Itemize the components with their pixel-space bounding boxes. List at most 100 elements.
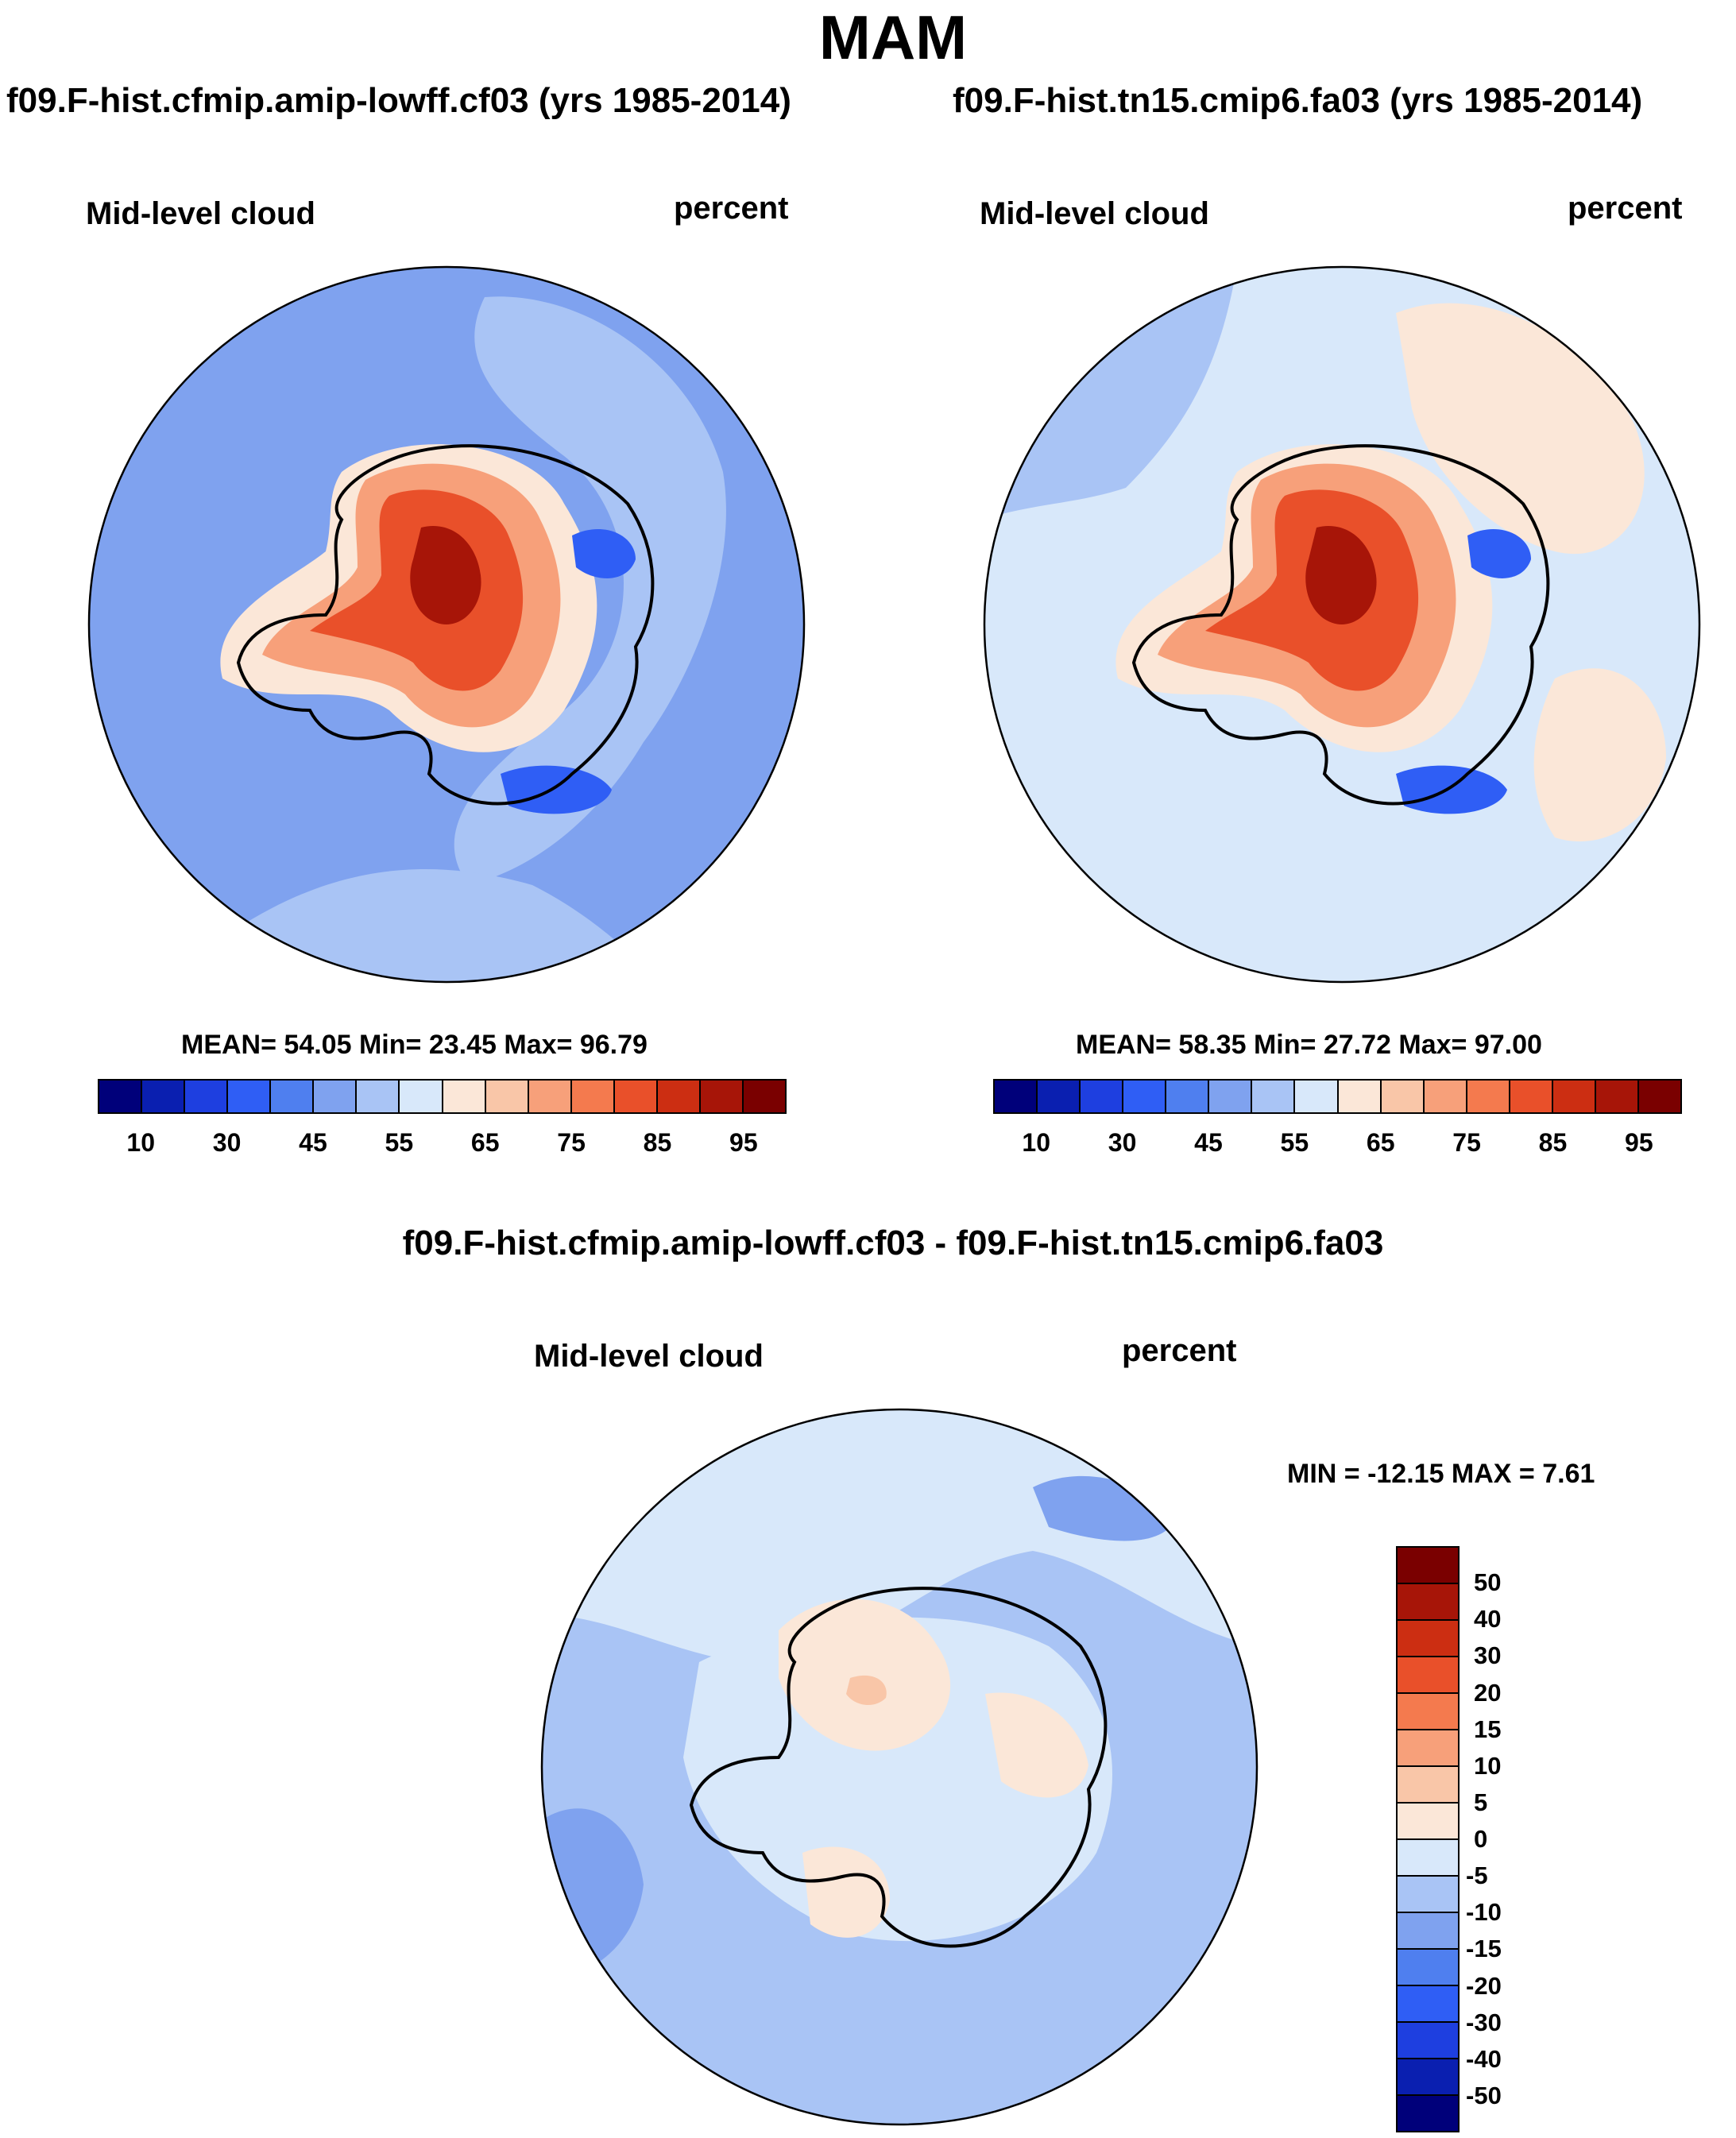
panel2-stats: MEAN= 58.35 Min= 27.72 Max= 97.00	[1076, 1030, 1542, 1061]
colorbar-swatch	[1552, 1081, 1596, 1112]
panel1-light-region-south	[230, 869, 659, 982]
panel1-max-label: Max=	[504, 1030, 573, 1060]
colorbar-tick-label: 45	[299, 1128, 327, 1157]
panel1-max-value: 96.79	[579, 1030, 648, 1060]
panel3-positive-region-2	[985, 1692, 1088, 1798]
colorbar-swatch	[1398, 1730, 1458, 1767]
colorbar-swatch	[614, 1081, 658, 1112]
colorbar-swatch	[1398, 2023, 1458, 2059]
colorbar-tick-label: 10	[1474, 1751, 1502, 1780]
colorbar-swatch	[657, 1081, 701, 1112]
colorbar-swatch	[1398, 2059, 1458, 2096]
colorbar-tick-label: -30	[1466, 2008, 1502, 2036]
colorbar-swatch	[1081, 1081, 1124, 1112]
panel2-warm-region-ne	[1396, 303, 1645, 555]
panel1-antarctica-coastline	[236, 444, 655, 806]
panel1-cloud-peak-region	[410, 526, 481, 624]
colorbar-tick-label: 40	[1474, 1605, 1502, 1633]
panel1-variable-label: Mid-level cloud	[86, 196, 315, 231]
colorbar-tick-label: -5	[1466, 1862, 1488, 1890]
colorbar-swatch	[528, 1081, 572, 1112]
colorbar-tick-label: 55	[1280, 1128, 1309, 1157]
panel2-min-label: Min=	[1253, 1030, 1316, 1060]
colorbar-swatch	[1209, 1081, 1253, 1112]
colorbar-tick-label: 85	[1538, 1128, 1568, 1157]
colorbar-swatch	[1252, 1081, 1296, 1112]
colorbar-swatch	[1398, 1694, 1458, 1730]
panel3-light-north-region	[542, 1409, 1257, 1663]
colorbar-swatch	[99, 1081, 143, 1112]
colorbar-tick-label: 65	[1366, 1128, 1395, 1157]
colorbar-swatch	[1398, 1804, 1458, 1840]
colorbar-tick-label: 10	[1022, 1128, 1050, 1157]
colorbar-swatch	[1398, 1877, 1458, 1913]
colorbar-swatch	[1398, 1548, 1458, 1584]
colorbar-swatch	[1398, 1657, 1458, 1694]
colorbar-swatch	[1398, 1950, 1458, 1986]
panel2-max-value: 97.00	[1474, 1030, 1542, 1060]
colorbar-swatch	[1638, 1081, 1680, 1112]
colorbar-tick-label: 0	[1474, 1825, 1488, 1853]
colorbar-swatch	[185, 1081, 229, 1112]
panel2-low-cloud-south	[1396, 765, 1507, 814]
colorbar-tick-label: -40	[1466, 2044, 1502, 2073]
colorbar-tick-label: 30	[1108, 1128, 1137, 1157]
colorbar-tick-label: 10	[126, 1128, 155, 1157]
colorbar-tick-label: 85	[643, 1128, 672, 1157]
panel2-map	[983, 265, 1701, 984]
colorbar-tick-label: 95	[1625, 1128, 1653, 1157]
colorbar-tick-label: 50	[1474, 1568, 1502, 1597]
panel3-title: f09.F-hist.cfmip.amip-lowff.cf03 - f09.F…	[402, 1224, 1384, 1262]
panel2-title: f09.F-hist.tn15.cmip6.fa03 (yrs 1985-201…	[953, 81, 1643, 120]
panel2-variable-label: Mid-level cloud	[980, 196, 1209, 231]
figure-title: MAM	[818, 2, 968, 72]
colorbar-swatch	[400, 1081, 443, 1112]
panel1-mean-label: MEAN=	[181, 1030, 276, 1060]
colorbar-swatch	[1398, 1986, 1458, 2023]
colorbar-swatch	[1381, 1081, 1425, 1112]
panel1-stats: MEAN= 54.05 Min= 23.45 Max= 96.79	[181, 1030, 648, 1061]
panel2-mean-value: 58.35	[1178, 1030, 1247, 1060]
colorbar-tick-label: 30	[212, 1128, 242, 1157]
panel3-map	[540, 1408, 1259, 2126]
colorbar-swatch	[1398, 1913, 1458, 1950]
colorbar-swatch	[1595, 1081, 1639, 1112]
panel3-positive-peak	[846, 1675, 887, 1706]
panel1-map	[87, 265, 806, 984]
panel1-low-cloud-east	[572, 528, 636, 578]
panel1-low-cloud-south	[501, 765, 612, 814]
colorbar-tick-label: 75	[557, 1128, 586, 1157]
colorbar-swatch	[142, 1081, 186, 1112]
colorbar-swatch	[485, 1081, 529, 1112]
colorbar-tick-label: 55	[385, 1128, 414, 1157]
colorbar-swatch	[1038, 1081, 1081, 1112]
colorbar-tick-label: 30	[1474, 1641, 1502, 1670]
colorbar-swatch	[228, 1081, 272, 1112]
colorbar-swatch	[1424, 1081, 1467, 1112]
panel3-positive-region-3	[802, 1846, 890, 1938]
panel3-colorbar	[1396, 1546, 1460, 2132]
colorbar-swatch	[1398, 1767, 1458, 1804]
colorbar-tick-label: -50	[1466, 2081, 1502, 2109]
colorbar-swatch	[1398, 1621, 1458, 1657]
colorbar-swatch	[700, 1081, 744, 1112]
panel3-variable-label: Mid-level cloud	[534, 1339, 764, 1374]
colorbar-swatch	[357, 1081, 400, 1112]
panel1-mean-value: 54.05	[284, 1030, 352, 1060]
colorbar-swatch	[1123, 1081, 1167, 1112]
panel1-units-label: percent	[674, 191, 789, 226]
panel1-min-label: Min=	[358, 1030, 422, 1060]
panel2-mean-label: MEAN=	[1076, 1030, 1171, 1060]
panel3-stats: MIN = -12.15 MAX = 7.61	[1287, 1459, 1595, 1489]
colorbar-tick-label: -15	[1466, 1935, 1502, 1963]
colorbar-swatch	[1166, 1081, 1210, 1112]
colorbar-swatch	[1398, 1584, 1458, 1621]
colorbar-tick-label: 5	[1474, 1788, 1488, 1816]
colorbar-swatch	[1467, 1081, 1510, 1112]
colorbar-tick-label: 75	[1452, 1128, 1481, 1157]
colorbar-tick-label: 15	[1474, 1715, 1502, 1743]
colorbar-tick-label: 95	[729, 1128, 758, 1157]
panel3-units-label: percent	[1122, 1333, 1237, 1368]
colorbar-swatch	[743, 1081, 785, 1112]
panel1-light-region-ne	[454, 296, 726, 885]
